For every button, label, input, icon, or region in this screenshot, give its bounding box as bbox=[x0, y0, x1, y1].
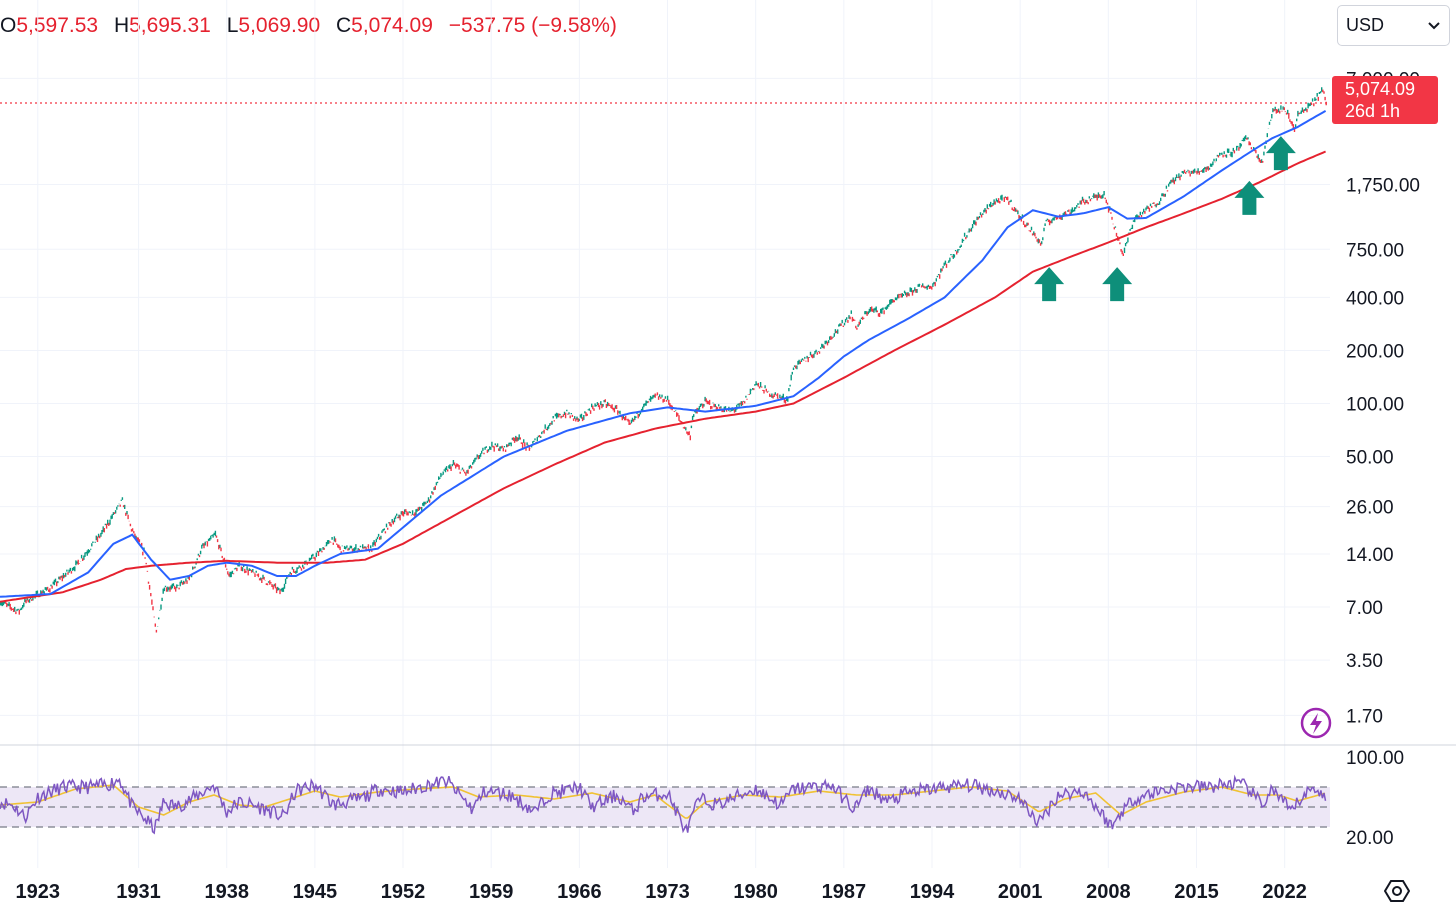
price-tick-label: 750.00 bbox=[1346, 240, 1404, 261]
arrow-markers bbox=[1034, 136, 1296, 302]
year-tick-label: 1952 bbox=[381, 881, 426, 903]
price-tick-label: 14.00 bbox=[1346, 545, 1394, 566]
high-value: 5,695.31 bbox=[129, 14, 211, 37]
rsi-series bbox=[0, 774, 1327, 835]
year-tick-label: 1994 bbox=[910, 881, 955, 903]
price-series-up bbox=[0, 87, 1323, 627]
low-key: L bbox=[226, 14, 239, 37]
year-tick-label: 2022 bbox=[1262, 881, 1307, 903]
high-key: H bbox=[113, 14, 130, 37]
price-tick-label: 400.00 bbox=[1346, 288, 1404, 309]
year-tick-label: 1931 bbox=[116, 881, 161, 903]
open-key: O bbox=[0, 14, 17, 37]
main-series bbox=[0, 87, 1330, 633]
year-tick-label: 1938 bbox=[204, 881, 249, 903]
rsi-tick-label: 100.00 bbox=[1346, 748, 1404, 769]
price-series-down bbox=[5, 89, 1327, 633]
year-tick-label: 1959 bbox=[469, 881, 514, 903]
close-value: 5,074.09 bbox=[351, 14, 433, 37]
year-tick-label: 1966 bbox=[557, 881, 602, 903]
price-tick-label: 100.00 bbox=[1346, 395, 1404, 416]
price-axis: 7,000.001,750.00750.00400.00200.00100.00… bbox=[1346, 69, 1420, 727]
low-value: 5,069.90 bbox=[238, 14, 321, 37]
currency-select[interactable]: USD bbox=[1337, 5, 1450, 46]
price-tick-label: 1,750.00 bbox=[1346, 175, 1420, 196]
year-tick-label: 1973 bbox=[645, 881, 690, 903]
price-tick-label: 26.00 bbox=[1346, 498, 1394, 519]
gear-icon[interactable] bbox=[1383, 878, 1411, 904]
up-arrow-marker bbox=[1265, 136, 1296, 171]
ma-fast-line bbox=[0, 110, 1327, 598]
up-arrow-marker bbox=[1102, 267, 1133, 302]
rsi-axis: 100.00 20.00 bbox=[1346, 748, 1404, 849]
rsi-tick-label: 20.00 bbox=[1346, 828, 1394, 849]
currency-value: USD bbox=[1346, 15, 1385, 35]
price-tick-label: 3.50 bbox=[1346, 651, 1383, 672]
last-price-value: 5,074.09 bbox=[1345, 79, 1416, 99]
chevron-down-icon bbox=[1427, 15, 1441, 36]
year-tick-label: 2015 bbox=[1174, 881, 1219, 903]
last-price-badge: 5,074.09 26d 1h bbox=[1332, 76, 1438, 124]
bar-countdown: 26d 1h bbox=[1345, 101, 1401, 121]
price-tick-label: 1.70 bbox=[1346, 706, 1383, 727]
up-arrow-marker bbox=[1234, 180, 1265, 215]
price-tick-label: 50.00 bbox=[1346, 448, 1394, 469]
close-key: C bbox=[335, 14, 352, 37]
bolt-icon[interactable] bbox=[1300, 707, 1332, 739]
time-axis: 1923 1931 1938 1945 1952 1959 1966 1973 1980 1987… bbox=[16, 881, 1307, 903]
year-tick-label: 2001 bbox=[998, 881, 1043, 903]
rsi-line bbox=[0, 774, 1327, 835]
year-tick-label: 1945 bbox=[293, 881, 338, 903]
year-tick-label: 1987 bbox=[822, 881, 867, 903]
year-tick-label: 2008 bbox=[1086, 881, 1131, 903]
ma-slow-line bbox=[0, 150, 1327, 603]
up-arrow-marker bbox=[1034, 267, 1065, 302]
price-tick-label: 200.00 bbox=[1346, 341, 1404, 362]
year-tick-label: 1923 bbox=[16, 881, 61, 903]
open-value: 5,597.53 bbox=[16, 14, 99, 37]
chart-grid bbox=[0, 0, 1330, 868]
year-tick-label: 1980 bbox=[733, 881, 778, 903]
price-tick-label: 7.00 bbox=[1346, 598, 1383, 619]
